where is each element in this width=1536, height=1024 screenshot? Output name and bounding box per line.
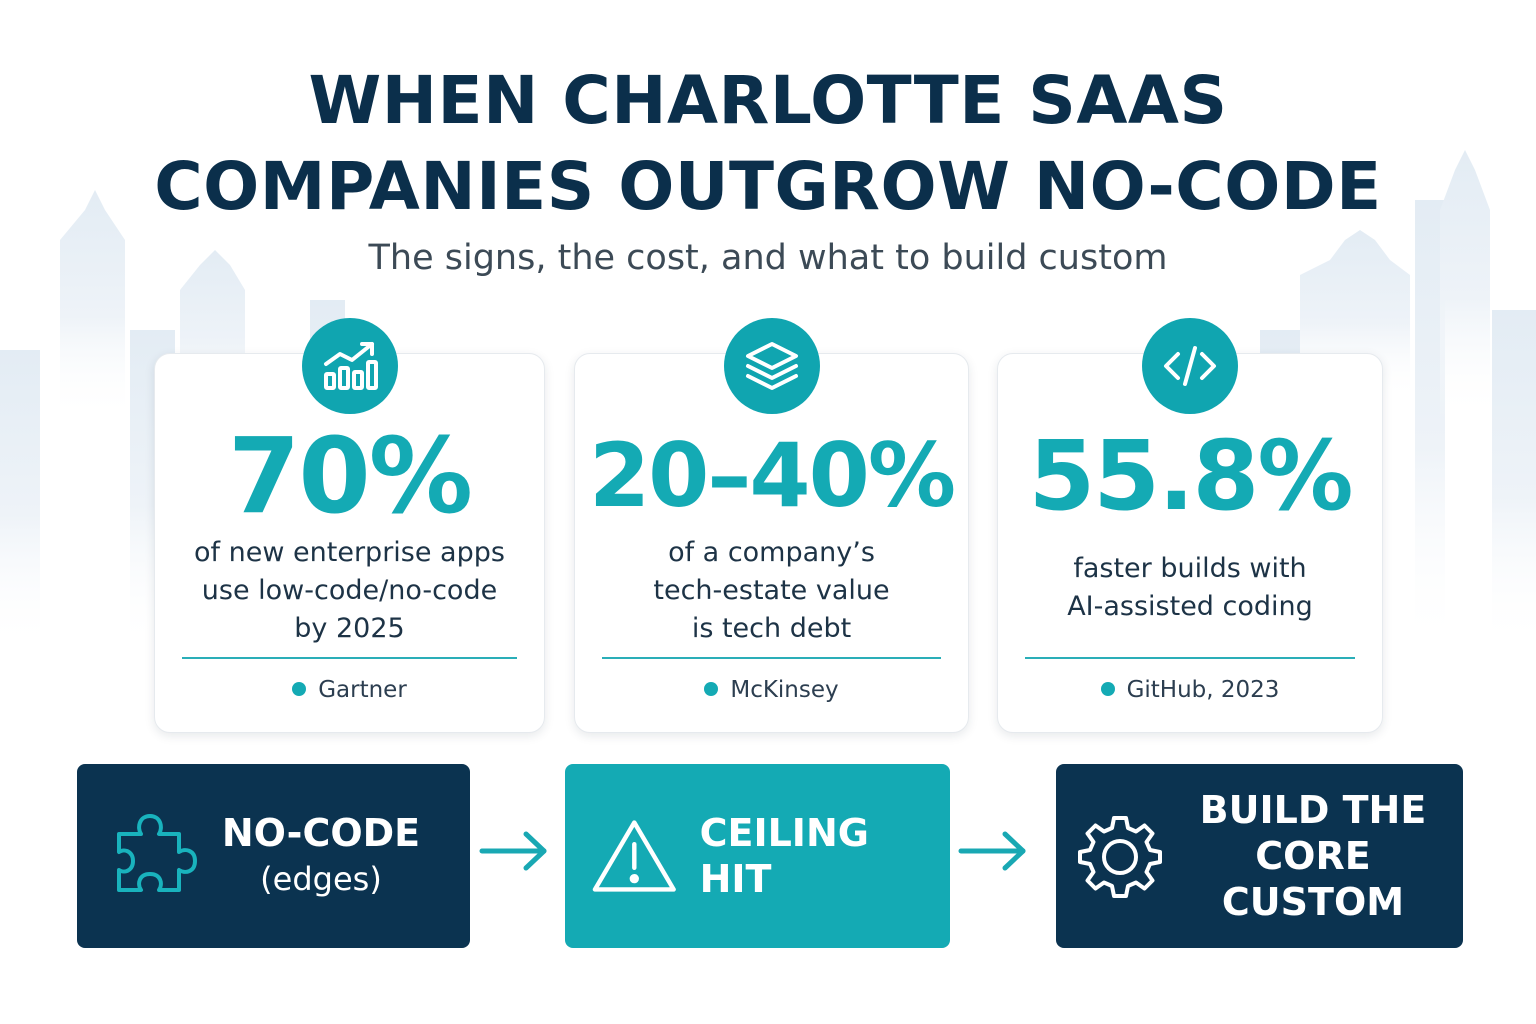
card-divider xyxy=(602,657,941,659)
layers-icon xyxy=(723,318,820,414)
arrow-right-icon xyxy=(958,831,1026,871)
source-dot-icon xyxy=(292,682,307,696)
stat-card-github: 55.8% faster builds with AI-assisted cod… xyxy=(997,318,1383,733)
title-line-2: COMPANIES OUTGROW NO-CODE xyxy=(154,148,1382,225)
flow-step-ceiling-hit: CEILING HIT xyxy=(565,764,950,948)
page-title: WHEN CHARLOTTE SAAS COMPANIES OUTGROW NO… xyxy=(0,58,1536,230)
code-brackets-icon xyxy=(1142,318,1238,414)
stat-card-mckinsey: 20–40% of a company’s tech-estate value … xyxy=(574,318,969,733)
card-divider xyxy=(182,657,517,659)
flow-step-label: BUILD THE CORE CUSTOM xyxy=(1199,788,1427,924)
stat-source: GitHub, 2023 xyxy=(998,677,1382,703)
stat-description: of a company’s tech-estate value is tech… xyxy=(653,537,890,644)
puzzle-piece-icon xyxy=(117,814,197,892)
stat-description: faster builds with AI-assisted coding xyxy=(1067,553,1313,622)
flow-step-build-custom: BUILD THE CORE CUSTOM xyxy=(1056,764,1463,948)
stat-description: of new enterprise apps use low-code/no-c… xyxy=(194,537,505,644)
stat-value: 70% xyxy=(228,415,473,537)
stat-card-gartner: 70% of new enterprise apps use low-code/… xyxy=(154,318,545,733)
title-line-1: WHEN CHARLOTTE SAAS xyxy=(308,62,1228,139)
flow-step-label: CEILING HIT xyxy=(699,811,869,901)
bar-chart-growth-icon xyxy=(301,318,398,414)
flow-step-no-code: NO-CODE (edges) xyxy=(77,764,470,948)
gear-icon xyxy=(1078,816,1162,898)
source-dot-icon xyxy=(704,682,719,696)
stat-value: 20–40% xyxy=(588,424,956,527)
warning-triangle-icon xyxy=(592,820,676,892)
card-divider xyxy=(1025,657,1355,659)
stat-source: McKinsey xyxy=(575,677,968,703)
stat-source: Gartner xyxy=(155,677,544,703)
stat-value: 55.8% xyxy=(1028,420,1353,532)
source-dot-icon xyxy=(1100,682,1115,696)
flow-step-label: NO-CODE (edges) xyxy=(221,811,421,898)
arrow-right-icon xyxy=(479,831,547,871)
page-subtitle: The signs, the cost, and what to build c… xyxy=(368,238,1168,278)
